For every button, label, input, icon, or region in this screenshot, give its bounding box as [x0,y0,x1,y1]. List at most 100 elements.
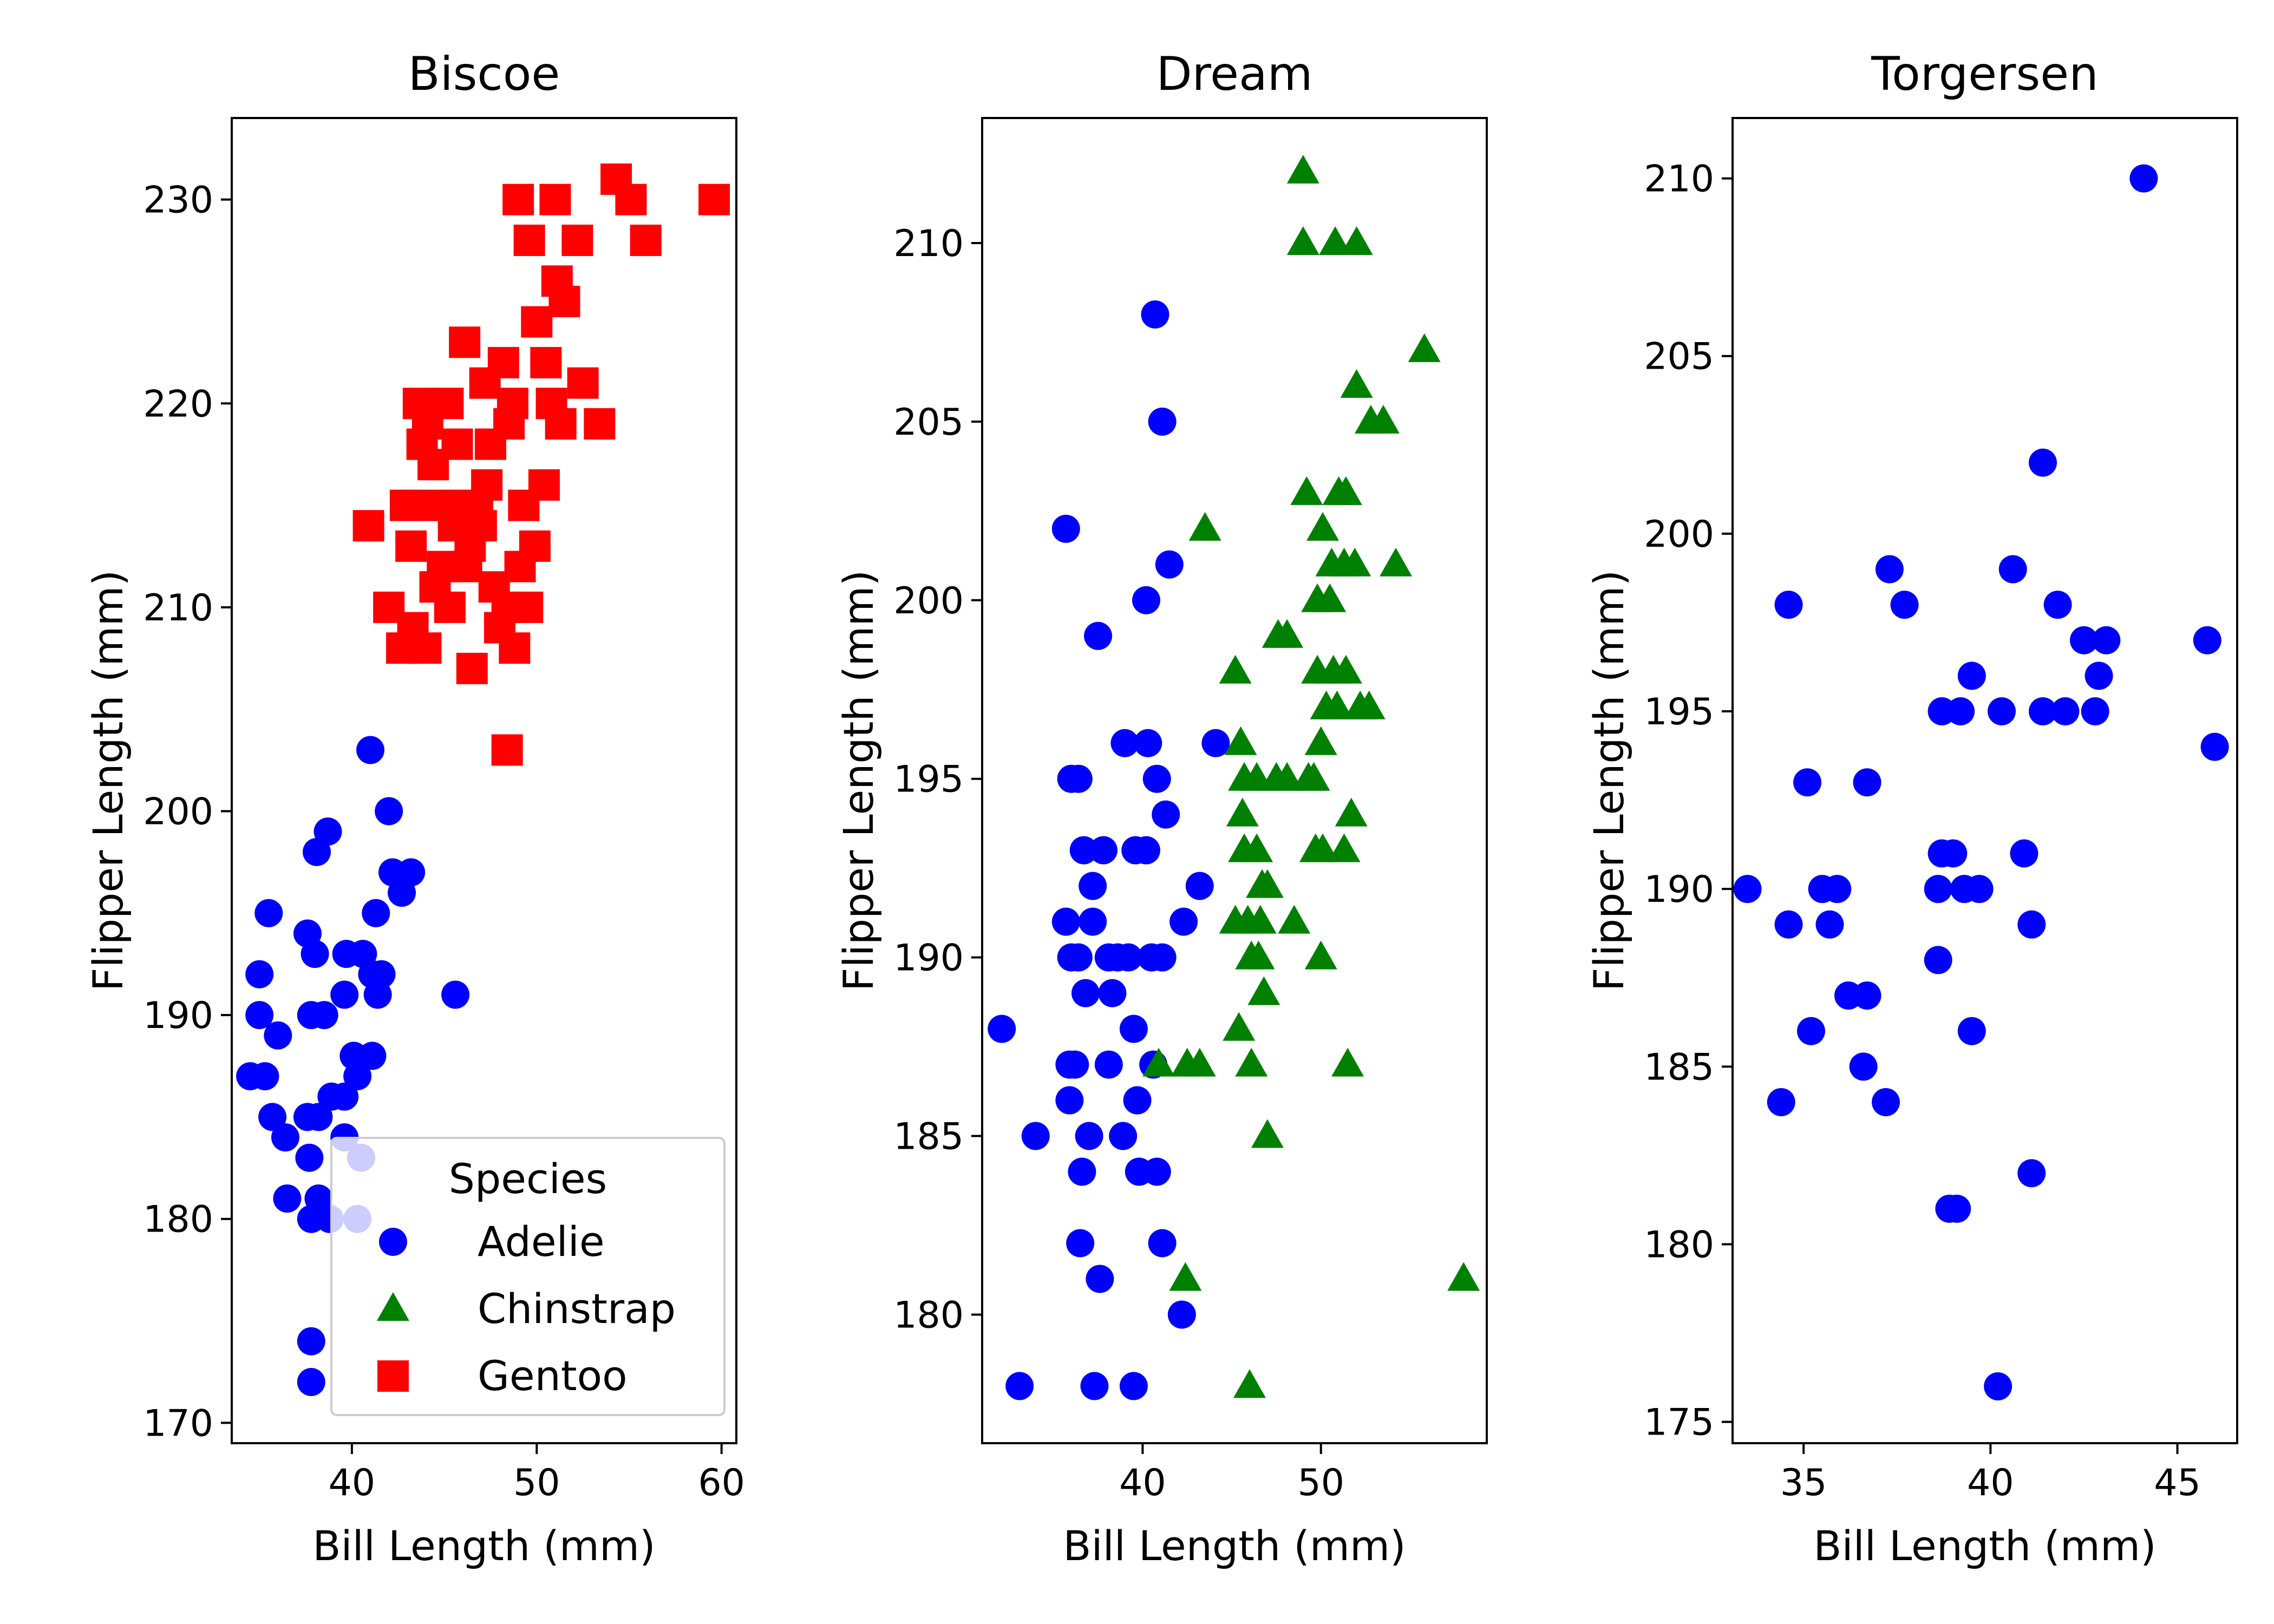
x-tick-label: 50 [1297,1462,1344,1504]
data-point-adelie [343,1062,372,1091]
data-point-gentoo [465,510,497,542]
data-point-chinstrap [1247,976,1280,1005]
data-point-chinstrap [1329,476,1362,505]
data-point-adelie [1965,875,1994,903]
data-point-chinstrap [1244,905,1277,934]
y-tick-label: 180 [1644,1223,1714,1266]
data-point-adelie [1853,768,1881,797]
y-tick-label: 185 [893,1116,964,1158]
data-point-gentoo [449,326,481,358]
data-point-adelie [1872,1088,1900,1116]
legend-title: Species [449,1155,607,1203]
y-tick-label: 220 [143,383,213,425]
data-point-gentoo [548,285,580,317]
data-point-adelie [1084,621,1113,650]
data-point-adelie [1774,591,1803,619]
data-point-adelie [1075,1122,1103,1150]
data-point-adelie [1114,943,1143,972]
data-point-adelie [1148,1229,1177,1258]
data-point-adelie [2051,697,2080,726]
data-point-chinstrap [1297,762,1330,791]
data-point-adelie [273,1184,302,1213]
data-point-adelie [1924,875,1952,903]
data-point-adelie [1148,943,1177,972]
legend-marker-gentoo [377,1360,409,1392]
data-point-adelie [1134,729,1162,757]
data-point-gentoo [491,734,523,766]
data-point-adelie [2017,1159,2046,1188]
x-tick-label: 40 [1119,1462,1166,1504]
data-point-chinstrap [1408,333,1441,362]
data-point-chinstrap [1169,1262,1202,1291]
data-point-adelie [300,940,329,968]
y-tick-label: 210 [1644,158,1714,201]
y-tick-label: 205 [1644,336,1714,378]
data-point-chinstrap [1183,1047,1216,1077]
data-point-adelie [1943,1194,1971,1223]
axes-frame [1731,117,2238,1444]
data-point-adelie [1086,1265,1114,1293]
data-point-gentoo [584,408,616,440]
y-tick-label: 200 [893,580,964,623]
panel-title: Torgersen [1871,47,2098,101]
axes-frame [231,117,737,1444]
y-tick-label: 180 [143,1199,213,1241]
data-point-gentoo [561,224,593,256]
data-point-adelie [1132,836,1160,865]
panel-torgersen: 35 40 45 175 180 185 190 195 200 205 210 Torgersen B… [1585,47,2238,1570]
y-tick-label: 200 [1644,513,1714,556]
data-point-chinstrap [1352,690,1386,719]
data-point-adelie [1079,872,1107,900]
data-point-adelie [1793,768,1822,797]
data-point-adelie [1142,764,1171,793]
data-point-adelie [1853,981,1881,1010]
data-point-adelie [1957,662,1986,690]
y-tick-label: 180 [893,1294,964,1337]
data-point-adelie [1939,839,1968,868]
x-axis-label: Bill Length (mm) [312,1522,655,1570]
data-point-adelie [2017,910,2046,939]
data-point-adelie [1068,1157,1096,1186]
y-tick-label: 230 [143,179,213,222]
data-point-gentoo [456,652,488,684]
data-point-adelie [397,858,426,887]
data-point-adelie [2081,697,2109,726]
data-point-adelie [1155,550,1184,579]
data-point-chinstrap [1306,512,1339,541]
data-point-chinstrap [1367,404,1400,434]
data-point-adelie [310,1001,338,1030]
data-point-adelie [2200,732,2229,761]
data-point-adelie [356,736,385,764]
data-point-adelie [2043,591,2072,619]
x-tick-label: 40 [329,1462,376,1504]
y-tick-label: 210 [143,587,213,630]
data-point-adelie [1119,1014,1148,1043]
data-point-adelie [358,1042,387,1070]
data-point-adelie [1141,300,1169,329]
data-point-adelie [2193,626,2221,654]
data-point-chinstrap [1223,1012,1256,1041]
data-point-adelie [1089,836,1118,865]
data-point-gentoo [519,530,551,562]
data-point-adelie [1098,979,1127,1007]
data-point-chinstrap [1340,226,1373,255]
x-tick-label: 50 [513,1462,560,1504]
data-point-adelie [2069,626,2098,654]
data-point-chinstrap [1226,797,1259,827]
data-point-adelie [245,960,274,988]
data-point-adelie [1774,910,1803,939]
legend-label-adelie: Adelie [478,1217,605,1266]
data-point-chinstrap [1340,369,1373,398]
data-point-gentoo [499,632,531,664]
data-point-adelie [1924,946,1952,974]
data-point-adelie [1148,407,1177,436]
data-point-chinstrap [1329,654,1362,684]
data-point-adelie [1998,555,2027,584]
data-point-gentoo [496,388,528,420]
points-biscoe [236,163,730,1397]
data-point-chinstrap [1142,1047,1175,1077]
x-axis-label: Bill Length (mm) [1813,1522,2156,1570]
data-point-adelie [1094,1050,1123,1079]
data-point-chinstrap [1271,619,1304,648]
data-point-chinstrap [1271,762,1304,791]
